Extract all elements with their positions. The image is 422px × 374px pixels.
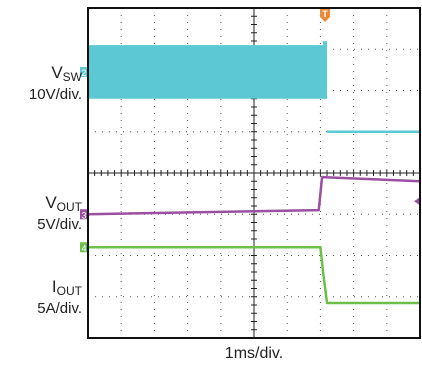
series-0-edge-spike <box>323 41 328 99</box>
series-1-trace <box>87 175 421 216</box>
time-scale-label: 1ms/div. <box>224 345 284 362</box>
iout-label-sub: OUT <box>56 284 82 298</box>
plot-frame <box>87 7 421 339</box>
series-0-band <box>88 45 328 99</box>
trigger-label: T <box>322 9 328 19</box>
vsw-label: VSW 10V/div. <box>29 64 82 103</box>
vout-scale-label: 5V/div. <box>37 216 82 233</box>
iout-label-main: I <box>51 277 57 296</box>
channel-marker-4 <box>80 242 88 253</box>
series-2-trace <box>88 246 420 305</box>
channel-marker-number: 4 <box>81 243 86 253</box>
vout-label-sub: OUT <box>56 200 82 214</box>
vsw-label-sub: SW <box>62 70 82 84</box>
iout-label: IOUT 5A/div. <box>37 278 82 317</box>
vout-label: VOUT 5V/div. <box>37 194 82 233</box>
trigger-marker <box>320 8 331 22</box>
vsw-scale-label: 10V/div. <box>28 86 82 103</box>
vout-right-marker <box>414 197 420 206</box>
channel-marker-3 <box>80 209 88 220</box>
channel-marker-2 <box>80 66 88 77</box>
vout-label-main: V <box>45 193 57 212</box>
iout-scale-label: 5A/div. <box>37 300 82 317</box>
channel-marker-number: 2 <box>81 68 86 78</box>
channel-marker-number: 3 <box>81 210 86 220</box>
vsw-label-main: V <box>51 63 63 82</box>
